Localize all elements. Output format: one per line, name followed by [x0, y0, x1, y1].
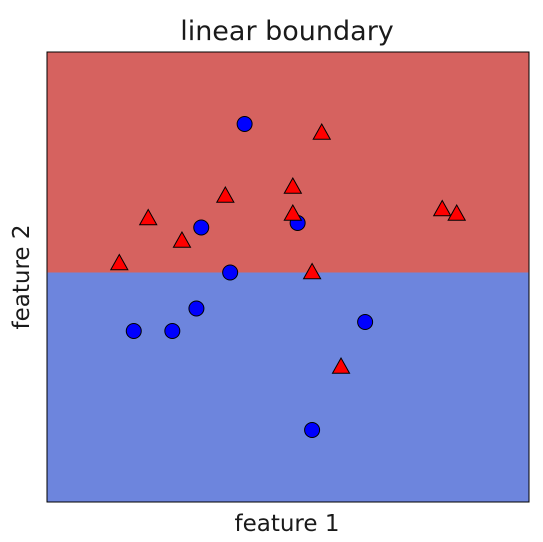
triangle-point-2 [215, 185, 235, 203]
circle-point-1 [193, 219, 210, 236]
circle-point-6 [164, 323, 181, 339]
y-axis-label: feature 2 [9, 225, 35, 330]
triangle-point-5 [447, 203, 467, 221]
triangle-point-0 [312, 122, 332, 140]
triangle-point-9 [302, 262, 322, 280]
class-region-below [47, 272, 529, 502]
circle-point-4 [188, 300, 205, 317]
circle-point-7 [357, 314, 374, 330]
triangle-point-6 [138, 208, 158, 226]
plot-frame [46, 51, 530, 503]
triangle-point-4 [432, 199, 452, 217]
triangle-point-8 [109, 253, 129, 271]
circle-point-5 [125, 323, 142, 339]
circle-point-0 [236, 116, 253, 132]
data-points [109, 116, 467, 438]
triangle-point-3 [283, 203, 303, 221]
class-region-above [47, 52, 529, 273]
circle-point-8 [304, 422, 321, 438]
circle-point-3 [222, 264, 239, 281]
triangle-point-7 [172, 230, 192, 248]
x-axis-label: feature 1 [235, 511, 340, 537]
chart-title: linear boundary [180, 16, 394, 47]
triangle-point-10 [331, 356, 351, 374]
triangle-point-1 [283, 176, 303, 194]
plot-area [46, 51, 530, 503]
